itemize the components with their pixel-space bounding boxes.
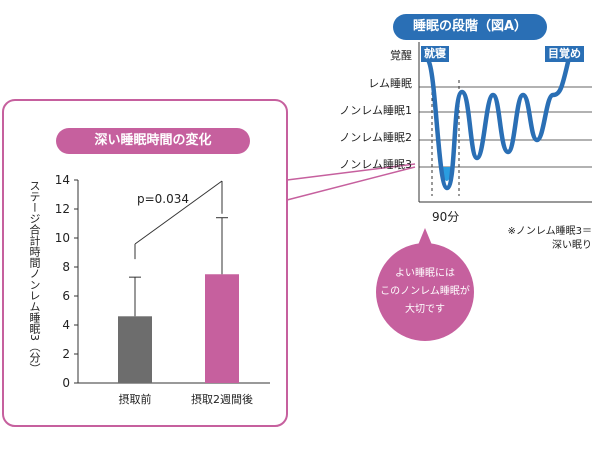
y-tick-label: 4 [62, 318, 70, 332]
y-tick-label: 0 [62, 376, 70, 390]
stage-label-wake: 覚醒 [390, 49, 412, 62]
stage-label-nrem2: ノンレム睡眠2 [339, 131, 412, 144]
callout-line-3: 大切です [405, 304, 445, 315]
sleep-diagram-title: 睡眠の段階（図A） [393, 14, 547, 40]
y-tick-label: 10 [55, 231, 70, 245]
wake-tag: 目覚め [545, 46, 584, 62]
x-tick-label-1: 摂取前 [119, 392, 152, 406]
callout-line-1: よい睡眠には [395, 268, 455, 279]
chart-title: 深い睡眠時間の変化 [56, 128, 250, 154]
stage-label-nrem1: ノンレム睡眠1 [339, 104, 412, 117]
p-value-annotation: p=0.034 [137, 192, 189, 206]
y-tick-label: 12 [55, 202, 70, 216]
chart-ylabel: ステージ合計時間ノンレム睡眠3（分） [28, 180, 41, 374]
stage-label-rem: レム睡眠 [368, 77, 412, 90]
y-tick-label: 8 [62, 260, 70, 274]
deep-sleep-note-1: ※ノンレム睡眠3＝ [507, 226, 592, 237]
y-tick-label: 14 [55, 173, 70, 187]
stage-label-nrem3: ノンレム睡眠3 [339, 158, 412, 171]
callout-pointer [418, 228, 432, 245]
bedtime-tag: 就寝 [421, 46, 449, 62]
deep-sleep-note-2: 深い眠り [552, 240, 592, 251]
x-tick-label-2: 摂取2週間後 [191, 392, 253, 406]
bracket-diagonal [134, 180, 223, 245]
callout-text: よい睡眠には このノンレム睡眠が 大切です [380, 265, 470, 319]
pointer-line-top [286, 163, 416, 181]
cycle-label: 90分 [432, 210, 460, 224]
y-tick-label: 6 [62, 289, 70, 303]
callout-circle: よい睡眠には このノンレム睡眠が 大切です [376, 243, 474, 341]
y-tick-label: 2 [62, 347, 70, 361]
callout-line-2: このノンレム睡眠が [380, 286, 470, 297]
bar-2 [205, 274, 239, 383]
sleep-wave [425, 57, 571, 191]
pointer-line-bottom [286, 166, 416, 201]
bar-1 [118, 316, 152, 383]
